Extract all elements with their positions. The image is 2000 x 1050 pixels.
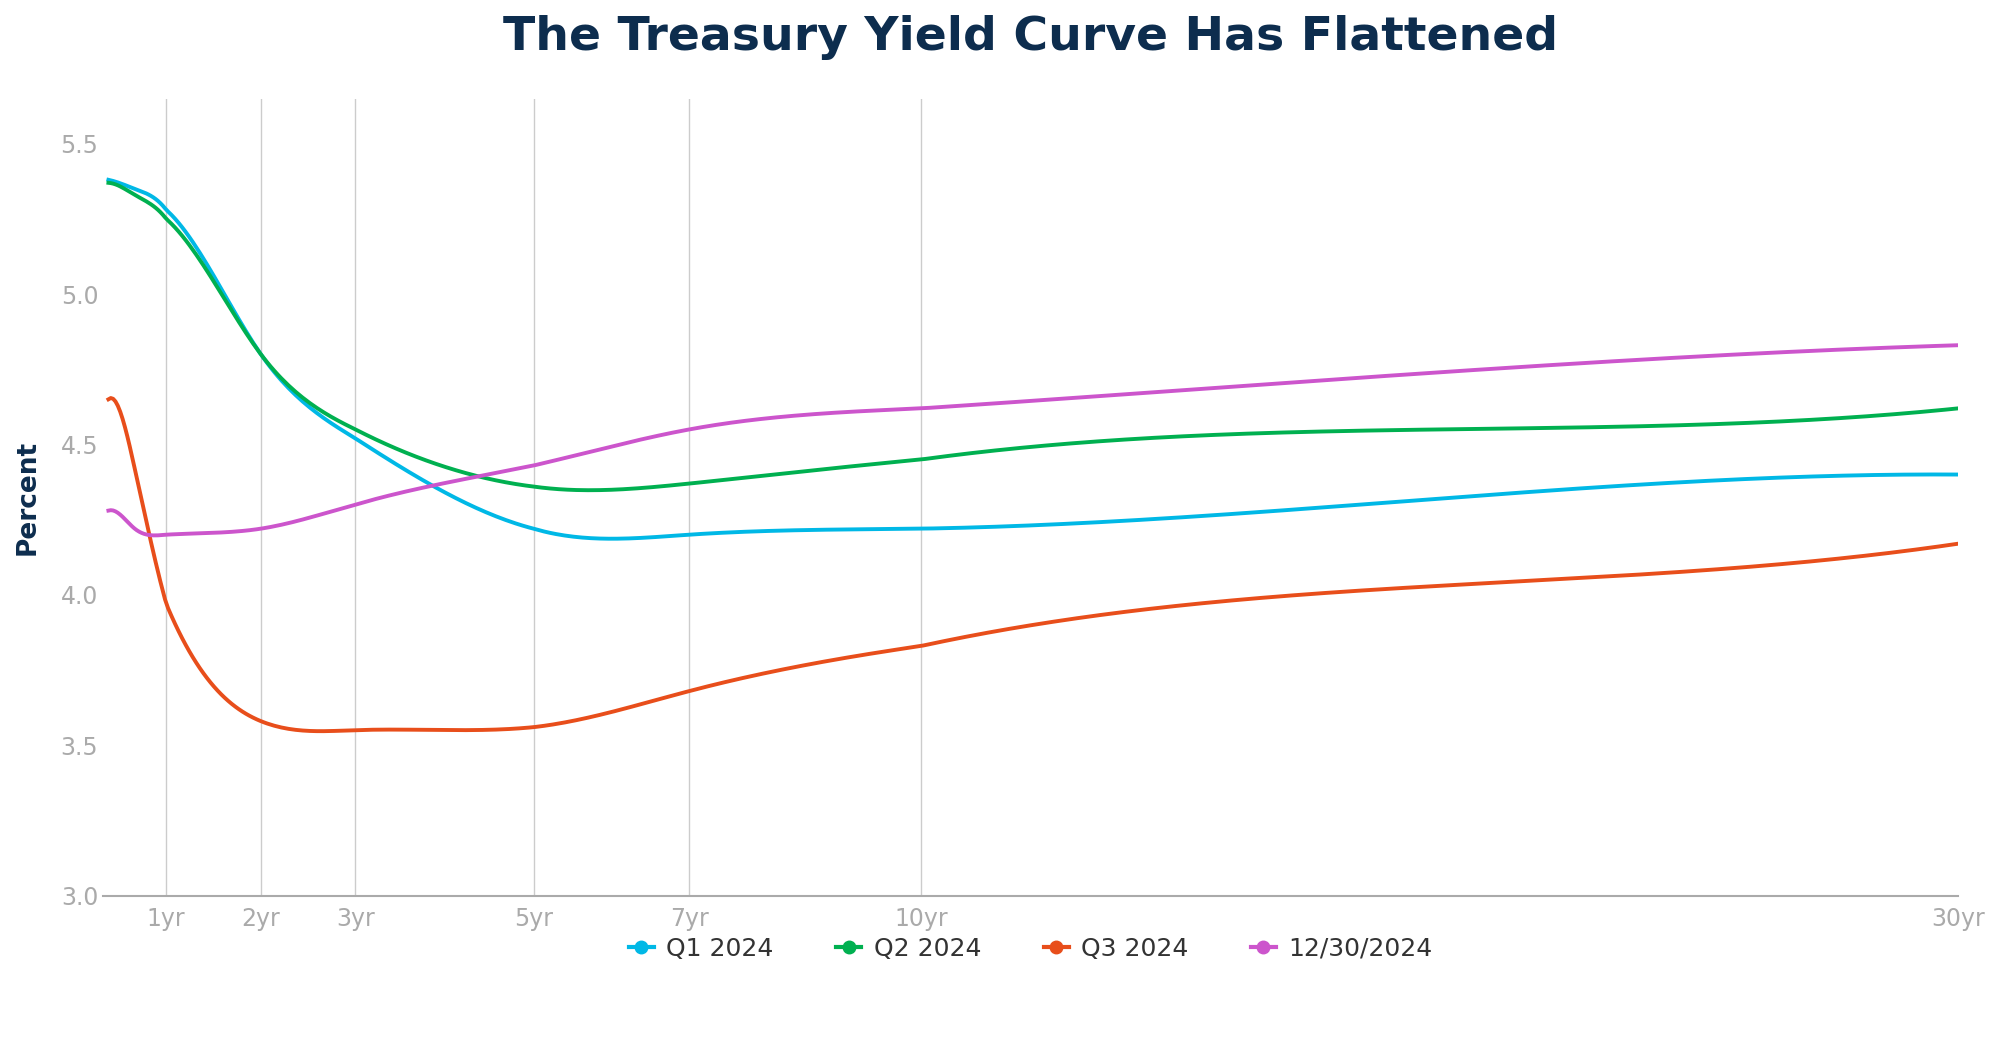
Title: The Treasury Yield Curve Has Flattened: The Treasury Yield Curve Has Flattened xyxy=(504,15,1558,60)
Legend: Q1 2024, Q2 2024, Q3 2024, 12/30/2024: Q1 2024, Q2 2024, Q3 2024, 12/30/2024 xyxy=(618,927,1442,971)
Y-axis label: Percent: Percent xyxy=(14,440,40,554)
